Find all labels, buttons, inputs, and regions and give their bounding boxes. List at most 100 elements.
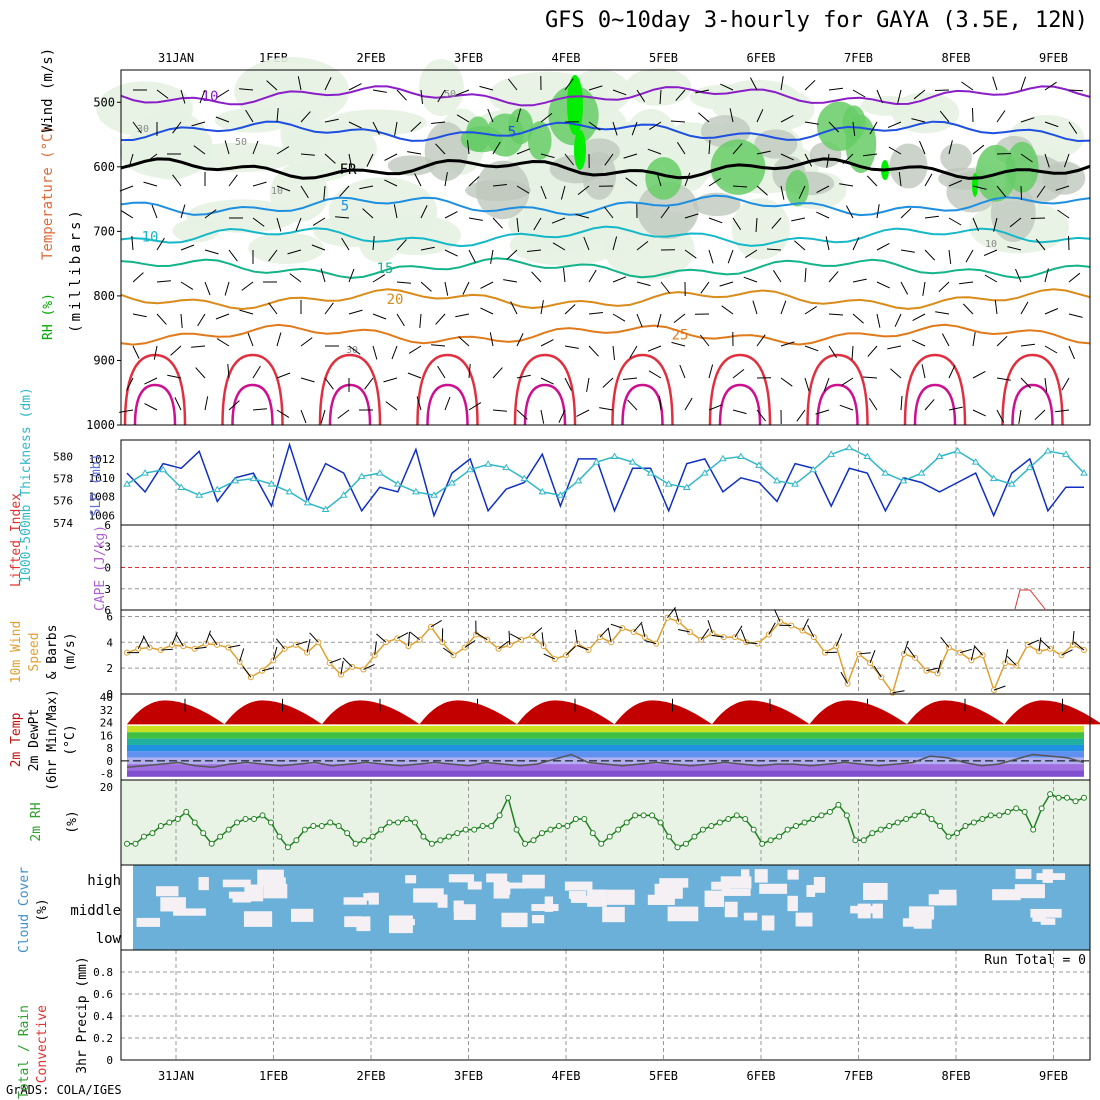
wind-barb (492, 217, 503, 229)
precip-tick-label: 0 (106, 1054, 113, 1067)
cloud-unit-label: (%) (35, 898, 50, 921)
thickness-line-point (177, 483, 186, 490)
cloud-unit-label-wrap: (%) (35, 898, 50, 921)
thickness-line-point (827, 450, 836, 457)
wind-barb (239, 88, 254, 91)
rh-line-point (920, 808, 927, 815)
wind-barb (558, 409, 566, 423)
wind-barb (659, 396, 662, 411)
thickness-line-point (935, 452, 944, 460)
wind-barb (516, 148, 531, 155)
wind-barb (1034, 409, 1046, 421)
wind-barb (420, 281, 432, 292)
wind-barb (894, 313, 902, 327)
thickness-line-point (231, 476, 240, 484)
surface-wind-barb (740, 629, 747, 643)
surface-wind-barb (541, 632, 545, 647)
wind-barb (996, 409, 1005, 423)
thickness-tick-label: 580 (53, 451, 73, 464)
wind-barb (420, 205, 428, 219)
rh-line-point (996, 812, 1003, 819)
wind-barb (900, 281, 909, 295)
temperature-axis-label: Temperature (°C) (40, 125, 56, 260)
rh-line-point (1004, 808, 1011, 815)
wind-barb (623, 153, 638, 159)
wind-axis-label-wrap: 10m Wind Speed & Barbs (m/s) (9, 621, 78, 684)
wind-barb (766, 248, 782, 251)
wind-barb (396, 281, 411, 284)
rh-line-point (496, 812, 503, 819)
wind-barb (503, 279, 518, 283)
surface-wind-barb (363, 663, 375, 670)
thickness-line-point (1007, 480, 1016, 487)
thickness-line-point (863, 452, 872, 460)
surface-wind-barb (973, 645, 984, 656)
wind-barb (780, 76, 784, 91)
thickness-line-point (213, 485, 222, 493)
wind-barb (531, 271, 542, 283)
surface-wind-barb (376, 633, 387, 643)
wind-barb (756, 409, 766, 422)
wind-barb (752, 300, 758, 315)
wind-axis-label: Speed (27, 632, 42, 671)
wind-barb (1068, 272, 1081, 283)
surface-wind-barb (340, 660, 344, 675)
precip-convective-label: Convective (35, 1005, 50, 1083)
rh-shade-mid (475, 160, 530, 220)
wind-barb (636, 313, 643, 328)
wind-barb (612, 276, 627, 283)
wind-barb (912, 313, 926, 322)
wind-barb (961, 81, 974, 91)
date-label-bottom: 3FEB (454, 1069, 483, 1083)
cloud-cell (363, 893, 374, 901)
surface-wind-barb (476, 632, 488, 641)
rh-line-point (759, 840, 766, 847)
wind-barb (720, 83, 734, 91)
rh-line-point (183, 808, 190, 815)
wind-barb (300, 153, 315, 156)
wind-barb (167, 374, 182, 379)
wind-barb (516, 409, 528, 420)
wind-barb (191, 345, 206, 348)
surface-wind-barb (242, 666, 252, 678)
wind-barb (364, 377, 374, 390)
wind-barb (876, 242, 890, 251)
surface-wind-barb (194, 646, 207, 650)
wind-barb (804, 121, 819, 125)
rh-line-point (420, 833, 427, 840)
low-level-temperature-contour (913, 383, 957, 426)
rh-line-point (234, 819, 241, 826)
wind-barb (384, 179, 398, 187)
surface-wind-barb (407, 632, 410, 647)
cape-axis-label: CAPE (J/kg) (93, 525, 108, 611)
wind-barb (771, 217, 782, 229)
wind-barb (660, 206, 670, 219)
wind-barb (924, 215, 939, 219)
thickness-line-point (303, 498, 312, 506)
wind-barb (675, 89, 686, 101)
cloud-cell (1040, 918, 1056, 925)
rh-line-point (987, 812, 994, 819)
dewpoint-axis-label: 2m DewPt (27, 709, 42, 772)
temp-tick-label: -8 (100, 768, 113, 781)
wind-barb (492, 409, 507, 412)
wind-barb (636, 241, 649, 251)
wind-barb (193, 145, 206, 155)
surface-wind-barb (175, 634, 184, 647)
rh-line-point (928, 815, 935, 822)
thickness-line-point (520, 474, 529, 482)
wind-barb (816, 211, 830, 219)
wind-barb (676, 142, 686, 155)
thickness-line-point (393, 480, 402, 487)
temperature-contour-label: 10 (202, 89, 219, 105)
wind-barb (563, 268, 566, 283)
wind-barb (588, 121, 601, 131)
rh-line-point (793, 823, 800, 830)
temperature-contour-label: 5 (508, 124, 516, 140)
wind-barb (941, 333, 950, 347)
thickness-line-point (1044, 447, 1052, 454)
cloud-axis-label-wrap: Cloud Cover (17, 867, 32, 953)
cloud-cell (850, 905, 876, 914)
wind-barb (972, 332, 976, 347)
wind-barb (749, 77, 758, 91)
